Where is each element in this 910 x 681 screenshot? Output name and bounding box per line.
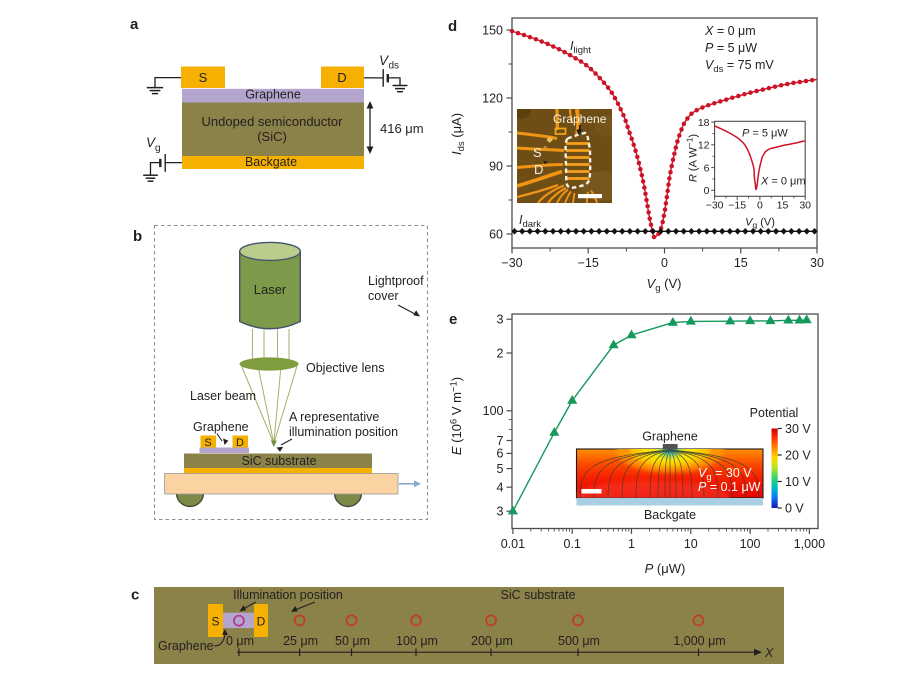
svg-text:−30: −30 xyxy=(501,256,522,270)
svg-text:−15: −15 xyxy=(728,200,746,212)
svg-text:Idark: Idark xyxy=(519,213,541,230)
svg-text:7: 7 xyxy=(497,434,504,448)
svg-text:c: c xyxy=(131,587,139,604)
svg-text:−30: −30 xyxy=(706,200,724,212)
svg-text:18: 18 xyxy=(698,117,710,129)
svg-text:D: D xyxy=(534,162,543,177)
svg-text:SiC substrate: SiC substrate xyxy=(241,454,316,468)
svg-text:0: 0 xyxy=(661,256,668,270)
svg-text:b: b xyxy=(133,228,142,245)
svg-text:S: S xyxy=(204,437,211,449)
svg-text:S: S xyxy=(533,145,542,160)
svg-text:Undoped semiconductor: Undoped semiconductor xyxy=(202,114,344,129)
svg-text:Backgate: Backgate xyxy=(245,155,297,169)
svg-text:P = 5 μW: P = 5 μW xyxy=(742,128,788,140)
svg-text:10: 10 xyxy=(684,537,698,551)
svg-text:100 μm: 100 μm xyxy=(396,634,438,648)
svg-text:Vg (V): Vg (V) xyxy=(745,217,775,231)
svg-text:1: 1 xyxy=(628,537,635,551)
svg-text:Laser beam: Laser beam xyxy=(190,389,256,403)
svg-text:Vg (V): Vg (V) xyxy=(647,276,682,294)
svg-text:D: D xyxy=(337,70,346,85)
svg-text:e: e xyxy=(449,311,457,328)
svg-text:10 V: 10 V xyxy=(785,475,811,489)
svg-text:4: 4 xyxy=(497,481,504,495)
svg-text:Objective lens: Objective lens xyxy=(306,361,385,375)
svg-text:Lightproof: Lightproof xyxy=(368,274,424,288)
svg-text:150: 150 xyxy=(482,24,503,38)
svg-text:3: 3 xyxy=(497,313,504,327)
svg-text:d: d xyxy=(448,18,457,35)
svg-text:Ilight: Ilight xyxy=(570,39,591,56)
svg-text:416 μm: 416 μm xyxy=(380,121,424,136)
svg-text:S: S xyxy=(211,615,219,629)
svg-text:ds: ds xyxy=(389,61,400,72)
svg-text:X = 0 μm: X = 0 μm xyxy=(704,24,756,38)
svg-text:Graphene: Graphene xyxy=(158,639,214,653)
svg-text:X: X xyxy=(764,646,774,660)
svg-text:X = 0 μm: X = 0 μm xyxy=(760,176,806,188)
svg-text:1,000: 1,000 xyxy=(794,537,825,551)
svg-text:6: 6 xyxy=(497,447,504,461)
svg-text:30 V: 30 V xyxy=(785,422,811,436)
svg-text:6: 6 xyxy=(704,162,710,174)
svg-text:D: D xyxy=(257,615,266,629)
svg-text:15: 15 xyxy=(734,256,748,270)
svg-text:0: 0 xyxy=(757,200,763,212)
svg-text:V: V xyxy=(379,53,390,68)
svg-text:30: 30 xyxy=(810,256,824,270)
svg-text:0: 0 xyxy=(704,185,710,197)
svg-text:V: V xyxy=(146,135,157,150)
svg-text:P (μW): P (μW) xyxy=(645,561,686,576)
svg-text:illumination position: illumination position xyxy=(289,425,398,439)
svg-text:A representative: A representative xyxy=(289,410,379,424)
svg-text:E (106 V m−1): E (106 V m−1) xyxy=(449,377,465,455)
svg-text:SiC substrate: SiC substrate xyxy=(500,588,575,602)
svg-text:P = 5 μW: P = 5 μW xyxy=(705,41,757,55)
svg-text:25 μm: 25 μm xyxy=(283,634,318,648)
svg-text:Vg = 30 V: Vg = 30 V xyxy=(698,466,752,483)
svg-text:2: 2 xyxy=(497,346,504,360)
svg-text:0.1: 0.1 xyxy=(564,537,581,551)
svg-text:(SiC): (SiC) xyxy=(257,129,287,144)
svg-text:Graphene: Graphene xyxy=(642,430,698,444)
svg-text:−15: −15 xyxy=(578,256,599,270)
svg-text:90: 90 xyxy=(489,160,503,174)
svg-text:Vds = 75 mV: Vds = 75 mV xyxy=(705,58,774,75)
svg-text:Graphene: Graphene xyxy=(553,112,607,126)
svg-text:P = 0.1 μW: P = 0.1 μW xyxy=(698,480,761,494)
svg-text:0 μm: 0 μm xyxy=(226,634,254,648)
svg-text:5: 5 xyxy=(497,462,504,476)
svg-text:Illumination position: Illumination position xyxy=(233,588,343,602)
svg-text:Graphene: Graphene xyxy=(245,88,301,102)
svg-text:a: a xyxy=(130,16,139,33)
svg-text:30: 30 xyxy=(799,200,811,212)
svg-text:Graphene: Graphene xyxy=(193,420,249,434)
svg-text:100: 100 xyxy=(483,404,504,418)
svg-text:120: 120 xyxy=(482,92,503,106)
svg-text:Ids (μA): Ids (μA) xyxy=(449,113,467,155)
svg-text:D: D xyxy=(236,437,244,449)
svg-text:100: 100 xyxy=(740,537,761,551)
svg-text:12: 12 xyxy=(698,140,710,152)
svg-text:S: S xyxy=(199,70,208,85)
svg-text:Laser: Laser xyxy=(254,282,287,297)
svg-text:3: 3 xyxy=(497,505,504,519)
svg-text:500 μm: 500 μm xyxy=(558,634,600,648)
svg-text:50 μm: 50 μm xyxy=(335,634,370,648)
svg-text:0 V: 0 V xyxy=(785,501,804,515)
svg-text:15: 15 xyxy=(777,200,789,212)
svg-text:Potential: Potential xyxy=(750,406,799,420)
svg-text:200 μm: 200 μm xyxy=(471,634,513,648)
svg-text:1,000 μm: 1,000 μm xyxy=(673,634,725,648)
svg-text:g: g xyxy=(155,143,161,154)
svg-text:0.01: 0.01 xyxy=(501,537,525,551)
svg-text:Backgate: Backgate xyxy=(644,508,696,522)
svg-text:20 V: 20 V xyxy=(785,448,811,462)
svg-text:60: 60 xyxy=(489,228,503,242)
svg-text:cover: cover xyxy=(368,289,399,303)
